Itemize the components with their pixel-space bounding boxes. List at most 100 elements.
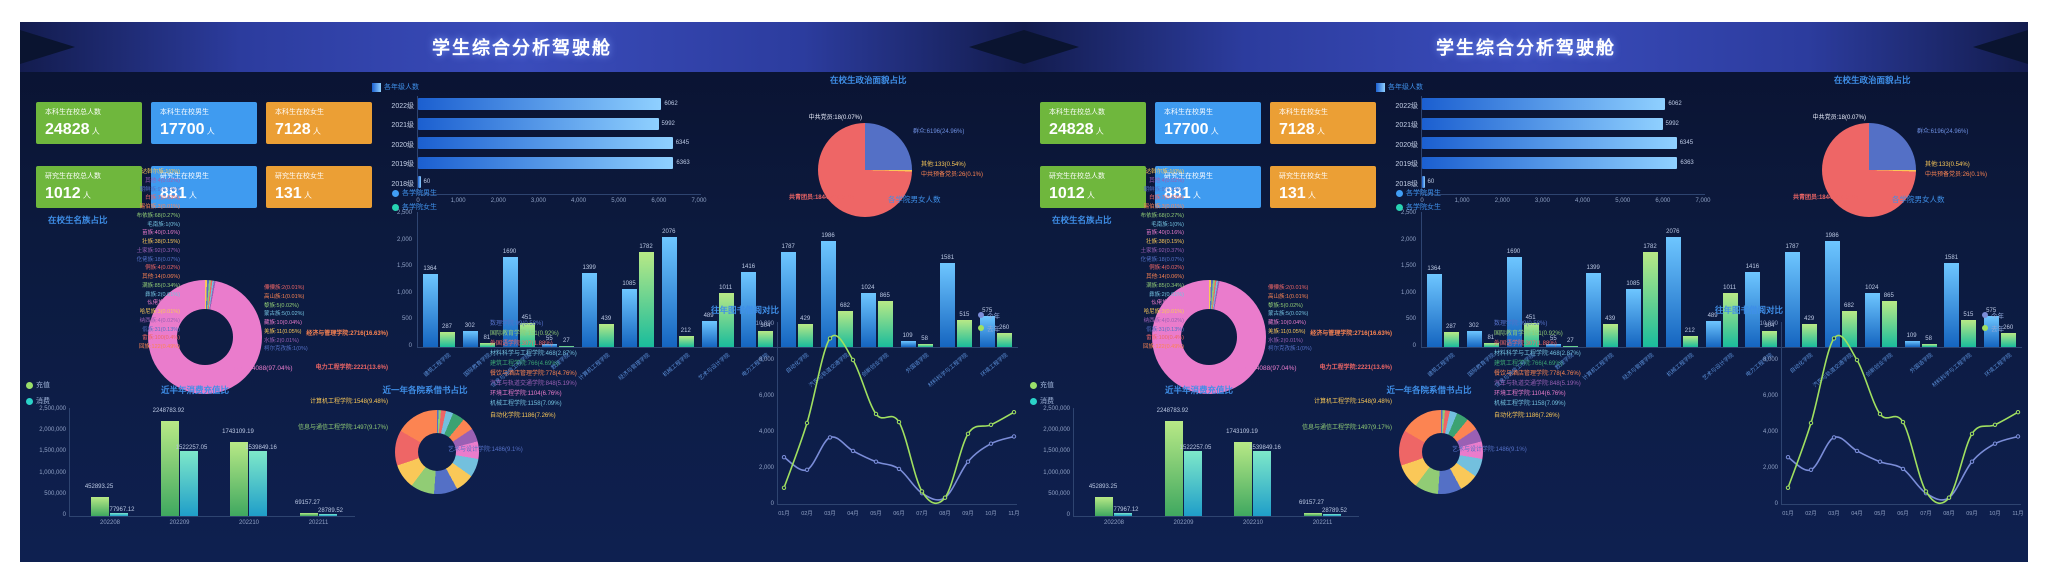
line-legend-last[interactable]: 去年 — [978, 323, 1000, 333]
line-data-point[interactable] — [1785, 455, 1791, 460]
consume-legend-recharge[interactable]: 充值 — [1030, 380, 1054, 390]
line-data-point[interactable] — [1877, 459, 1883, 464]
college-bar-female[interactable] — [678, 335, 694, 347]
recharge-bar[interactable] — [1164, 420, 1183, 516]
college-bar-female[interactable] — [1722, 293, 1738, 347]
college-bar-male[interactable] — [1745, 271, 1761, 347]
college-bar-male[interactable] — [1825, 241, 1840, 347]
college-bar-male[interactable] — [1944, 262, 1960, 347]
college-bar-male[interactable] — [1705, 320, 1721, 347]
college-bar-male[interactable] — [1984, 316, 2000, 347]
consume-bar[interactable] — [1114, 512, 1132, 516]
college-bar-female[interactable] — [798, 324, 814, 347]
line-data-point[interactable] — [804, 467, 810, 473]
line-data-point[interactable] — [896, 419, 902, 425]
college-bar-male[interactable] — [1506, 257, 1522, 347]
stat-card[interactable]: 本科生在校男生 17700 人 — [151, 102, 257, 144]
line-legend-this[interactable]: 今年 — [1982, 310, 2004, 320]
college-legend-male[interactable]: 各学院男生 — [1396, 188, 1441, 198]
stat-card[interactable]: 研究生在校总人数 1012 人 — [36, 166, 142, 208]
line-legend-last[interactable]: 去年 — [1982, 323, 2004, 333]
college-bar-male[interactable] — [860, 292, 876, 347]
college-bar-male[interactable] — [542, 344, 558, 347]
grade-legend[interactable]: 各年级人数 — [1376, 82, 1423, 92]
line-data-point[interactable] — [1808, 420, 1814, 426]
consume-bar[interactable] — [1322, 514, 1341, 516]
grade-bar[interactable] — [418, 156, 674, 169]
line-data-point[interactable] — [965, 431, 971, 437]
line-data-point[interactable] — [850, 448, 856, 454]
consume-legend-recharge[interactable]: 充值 — [26, 380, 50, 390]
grade-bar[interactable] — [418, 176, 421, 188]
college-bar-male[interactable] — [940, 262, 956, 347]
college-bar-male[interactable] — [462, 330, 478, 347]
college-bar-female[interactable] — [877, 300, 893, 347]
recharge-bar[interactable] — [1234, 442, 1252, 516]
college-bar-male[interactable] — [701, 320, 717, 347]
college-bar-male[interactable] — [661, 236, 677, 347]
college-bar-female[interactable] — [599, 323, 615, 347]
college-bar-female[interactable] — [1881, 300, 1897, 347]
college-bar-female[interactable] — [957, 319, 973, 347]
stat-card[interactable]: 本科生在校总人数 24828 人 — [36, 102, 142, 144]
line-data-point[interactable] — [1808, 467, 1814, 473]
line-data-point[interactable] — [781, 455, 787, 460]
line-data-point[interactable] — [1992, 441, 1998, 446]
line-series-last-year[interactable] — [783, 334, 1015, 505]
college-bar-female[interactable] — [1802, 324, 1818, 347]
consume-bar[interactable] — [249, 450, 267, 516]
college-bar-female[interactable] — [1961, 319, 1977, 347]
stat-card[interactable]: 本科生在校总人数 24828 人 — [1040, 102, 1146, 144]
college-bar-male[interactable] — [423, 274, 438, 347]
grade-bar[interactable] — [418, 137, 673, 149]
college-bar-female[interactable] — [1523, 323, 1539, 347]
college-bar-female[interactable] — [1643, 252, 1658, 347]
line-data-point[interactable] — [1854, 357, 1860, 363]
stat-card[interactable]: 本科生在校女生 7128 人 — [266, 102, 372, 144]
line-data-point[interactable] — [1900, 419, 1906, 425]
line-data-point[interactable] — [1923, 489, 1929, 494]
college-bar-female[interactable] — [519, 323, 535, 347]
library-donut[interactable] — [395, 410, 479, 494]
college-bar-male[interactable] — [741, 271, 757, 347]
consume-bar[interactable] — [179, 451, 198, 516]
political-pie[interactable] — [1822, 123, 1916, 217]
line-data-point[interactable] — [781, 485, 787, 491]
stat-card[interactable]: 研究生在校男生 881 人 — [151, 166, 257, 208]
consume-bar[interactable] — [1253, 450, 1271, 516]
college-bar-female[interactable] — [1603, 323, 1619, 347]
stat-card[interactable]: 研究生在校总人数 1012 人 — [1040, 166, 1146, 208]
college-bar-female[interactable] — [838, 310, 853, 347]
college-bar-male[interactable] — [502, 257, 518, 347]
line-data-point[interactable] — [2015, 410, 2021, 415]
college-bar-female[interactable] — [917, 343, 933, 347]
college-bar-female[interactable] — [2001, 333, 2017, 347]
grade-bar[interactable] — [1422, 98, 1666, 110]
line-data-point[interactable] — [1900, 466, 1906, 472]
line-data-point[interactable] — [873, 459, 879, 464]
line-data-point[interactable] — [942, 495, 948, 500]
grade-bar[interactable] — [1422, 176, 1425, 188]
recharge-bar[interactable] — [160, 420, 179, 516]
college-bar-male[interactable] — [821, 241, 836, 347]
college-bar-female[interactable] — [440, 331, 455, 347]
college-bar-female[interactable] — [1444, 331, 1459, 347]
line-data-point[interactable] — [1969, 431, 1975, 437]
college-bar-male[interactable] — [1904, 341, 1920, 347]
college-bar-male[interactable] — [1864, 292, 1880, 347]
grade-bar[interactable] — [418, 98, 662, 110]
recharge-bar[interactable] — [299, 513, 318, 516]
stat-card[interactable]: 本科生在校女生 7128 人 — [1270, 102, 1376, 144]
line-data-point[interactable] — [988, 422, 994, 428]
college-bar-male[interactable] — [1427, 274, 1442, 347]
college-bar-female[interactable] — [639, 252, 654, 347]
consume-bar[interactable] — [318, 514, 337, 516]
college-legend-male[interactable]: 各学院男生 — [392, 188, 437, 198]
line-data-point[interactable] — [1854, 448, 1860, 454]
recharge-bar[interactable] — [1303, 513, 1322, 516]
college-bar-female[interactable] — [718, 293, 734, 347]
line-data-point[interactable] — [827, 435, 833, 440]
stat-card[interactable]: 本科生在校男生 17700 人 — [1155, 102, 1261, 144]
consume-bar[interactable] — [1183, 451, 1202, 516]
grade-bar[interactable] — [1422, 156, 1678, 169]
